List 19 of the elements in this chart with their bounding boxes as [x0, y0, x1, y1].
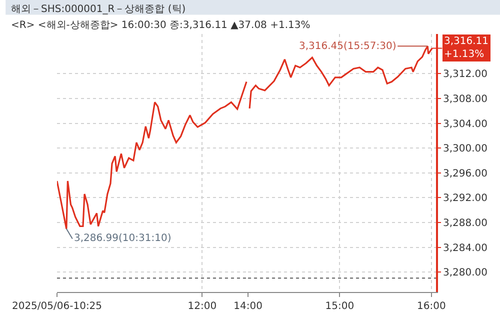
y-tick-label: 3,296.00 [443, 168, 488, 180]
x-tick-label: 16:00 [417, 301, 446, 312]
annotation: 3,316.45(15:57:30) [299, 41, 396, 52]
y-tick-label: 3,288.00 [443, 218, 488, 230]
annotation: 3,316.11 +1.13% [444, 36, 489, 60]
y-tick-label: 3,304.00 [443, 118, 488, 130]
chart-title: 해외－SHS:000001_R－상해종합 (틱) [11, 4, 186, 15]
y-tick-label: 3,280.00 [443, 268, 488, 279]
annotation: 3,286.99(10:31:10) [74, 233, 172, 244]
y-tick-label: 3,300.00 [443, 144, 488, 155]
y-tick-label: 3,312.00 [443, 69, 488, 80]
x-tick-label: 2025/05/06-10:25 [12, 301, 102, 312]
y-tick-label: 3,284.00 [443, 242, 488, 254]
x-tick-label: 14:00 [234, 301, 262, 312]
y-tick-label: 3,308.00 [443, 94, 488, 105]
x-tick-label: 15:00 [325, 301, 354, 312]
y-tick-label: 3,292.00 [443, 193, 488, 204]
x-tick-label: 12:00 [188, 301, 217, 312]
chart-subtitle: <R> <해외-상해종합> 16:00:30 종:3,316.11 ▲37.08 +1.13% [11, 20, 310, 31]
